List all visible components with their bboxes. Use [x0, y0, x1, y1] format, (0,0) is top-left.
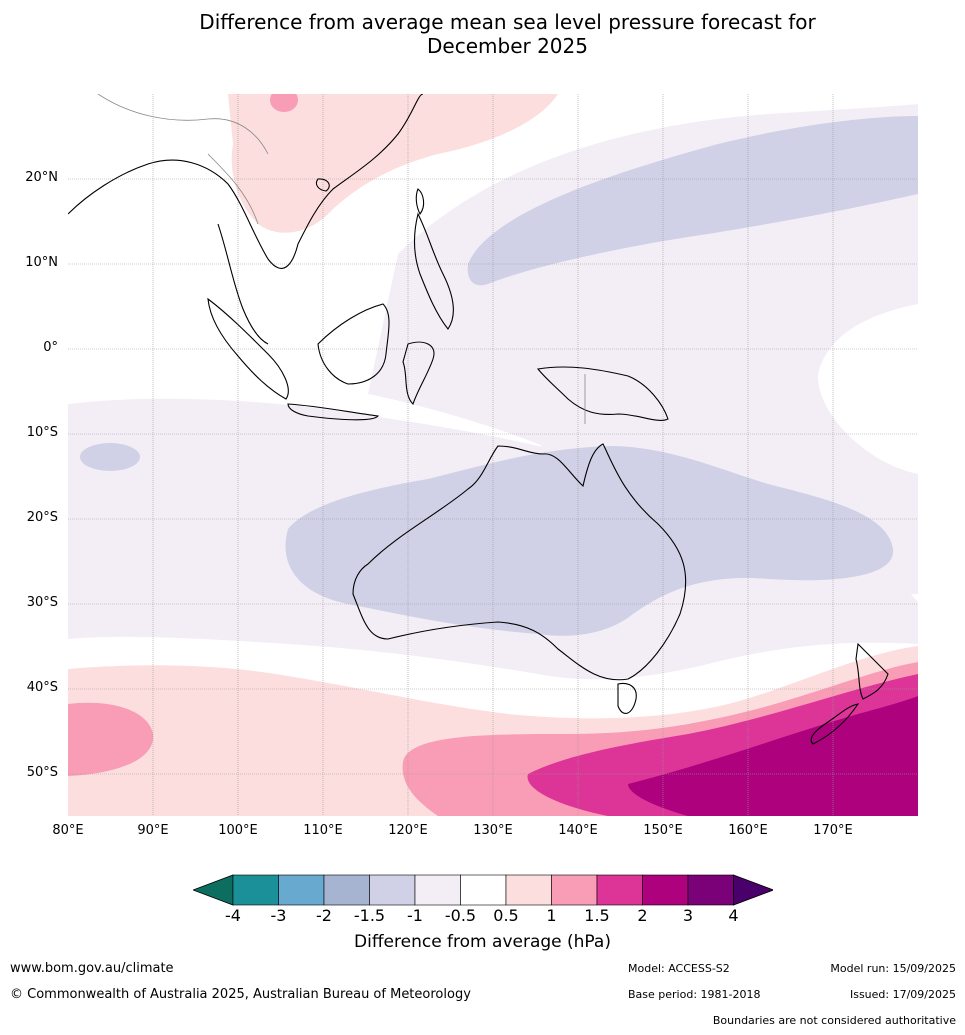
colorbar-tick-label: -1 [407, 906, 423, 925]
lat-label-0: 0° [43, 340, 58, 355]
anomaly-region-plus-1-asia [270, 94, 298, 112]
colorbar-extension-low [191, 874, 234, 906]
colorbar-segment [460, 874, 507, 906]
coast-new-zealand-north [855, 642, 889, 700]
footer-copyright: © Commonwealth of Australia 2025, Austra… [10, 987, 471, 1002]
colorbar-tick-label: 3 [682, 906, 694, 925]
title-line-2: December 2025 [427, 34, 588, 58]
colorbar-tick-label: -1.5 [353, 906, 386, 925]
coast-sumatra [207, 297, 289, 400]
colorbar-segment [551, 874, 598, 906]
colorbar-graphic [191, 874, 775, 906]
coast-new-zealand-south [810, 703, 860, 745]
coast-australia [352, 443, 687, 681]
lon-label-130e: 130°E [473, 823, 513, 838]
lat-label-50s: 50°S [26, 765, 58, 780]
lon-label-150e: 150°E [643, 823, 683, 838]
lat-label-20n: 20°N [25, 170, 58, 185]
colorbar-label: Difference from average (hPa) [354, 932, 611, 952]
colorbar-segment [596, 874, 643, 906]
colorbar-extension-high [733, 874, 775, 906]
coast-southeast-asia [68, 94, 424, 269]
coast-java [287, 403, 380, 421]
colorbar-segment [369, 874, 416, 906]
lon-label-110e: 110°E [303, 823, 343, 838]
title-line-1: Difference from average mean sea level p… [199, 10, 816, 34]
footer-issued: Issued: 17/09/2025 [849, 988, 956, 1001]
coast-philippines [413, 212, 454, 330]
coast-malay-peninsula [217, 223, 269, 345]
country-borders [97, 94, 586, 424]
map-canvas [68, 94, 918, 816]
lat-label-10n: 10°N [25, 255, 58, 270]
colorbar-tick-label: -4 [225, 906, 241, 925]
colorbar-segment [642, 874, 689, 906]
colorbar-tick-label: -3 [270, 906, 287, 925]
coast-hainan [315, 178, 330, 192]
lat-label-40s: 40°S [26, 680, 58, 695]
colorbar-tick-label: 1.5 [584, 906, 610, 925]
lon-label-100e: 100°E [218, 823, 258, 838]
pressure-anomaly-map [68, 94, 918, 816]
graticule [68, 94, 918, 816]
colorbar-segment [687, 874, 734, 906]
colorbar [191, 874, 775, 910]
lon-label-90e: 90°E [137, 823, 169, 838]
colorbar-tick-label: 0.5 [493, 906, 519, 925]
anomaly-region-minus-1-australia [285, 446, 894, 636]
lon-label-160e: 160°E [728, 823, 768, 838]
anomaly-region-plus-2-southern [628, 696, 918, 816]
footer-base-period: Base period: 1981-2018 [628, 988, 761, 1001]
lon-label-140e: 140°E [558, 823, 598, 838]
coast-sulawesi [402, 341, 435, 406]
coast-tasmania [617, 682, 637, 714]
footer-model: Model: ACCESS-S2 [628, 962, 730, 975]
coast-taiwan [415, 188, 425, 216]
coast-new-guinea [536, 366, 669, 421]
lat-label-10s: 10°S [26, 425, 58, 440]
footer-model-run: Model run: 15/09/2025 [830, 962, 956, 975]
colorbar-segment [505, 874, 552, 906]
lon-label-170e: 170°E [813, 823, 853, 838]
colorbar-segment [278, 874, 325, 906]
colorbar-segment [323, 874, 370, 906]
map-title: Difference from average mean sea level p… [0, 10, 965, 58]
footer-website: www.bom.gov.au/climate [10, 961, 174, 976]
colorbar-segment [232, 874, 279, 906]
colorbar-tick-label: 1 [546, 906, 557, 925]
colorbar-segment [414, 874, 461, 906]
colorbar-tick-label: -0.5 [444, 906, 477, 925]
colorbar-tick-label: -2 [316, 906, 332, 925]
lon-label-80e: 80°E [52, 823, 84, 838]
lon-label-120e: 120°E [388, 823, 428, 838]
colorbar-tick-label: 4 [728, 906, 739, 925]
lat-label-30s: 30°S [26, 595, 58, 610]
anomaly-region-minus-1-pacific [467, 116, 918, 286]
anomaly-region-minus-1-indian [80, 443, 140, 471]
lat-label-20s: 20°S [26, 510, 58, 525]
footer-boundaries: Boundaries are not considered authoritat… [712, 1014, 956, 1027]
anomaly-region-plus-0-5-asia [228, 94, 558, 233]
colorbar-tick-label: 2 [637, 906, 648, 925]
anomaly-region-plus-1-indian [68, 702, 154, 776]
coastlines [68, 94, 889, 745]
coast-borneo [317, 303, 390, 385]
